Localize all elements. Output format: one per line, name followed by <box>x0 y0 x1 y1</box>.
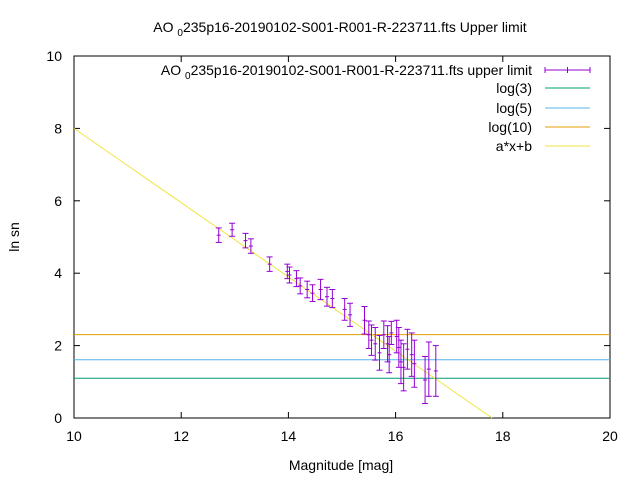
data-point <box>309 284 316 302</box>
data-point <box>432 345 439 397</box>
data-point <box>323 286 330 307</box>
data-point <box>388 320 395 346</box>
x-tick-label: 12 <box>173 428 189 444</box>
data-point <box>347 302 354 327</box>
data-point <box>286 266 293 284</box>
x-tick-label: 18 <box>495 428 511 444</box>
data-point <box>215 227 222 243</box>
x-axis-label: Magnitude [mag] <box>289 457 393 473</box>
chart-title: AO 0235p16-20190102-S001-R001-R-223711.f… <box>153 19 527 39</box>
data-point <box>400 343 407 392</box>
plot-area <box>73 127 610 419</box>
y-tick-label: 0 <box>54 410 62 426</box>
y-tick-label: 2 <box>54 338 62 354</box>
y-tick-label: 6 <box>54 193 62 209</box>
data-point <box>329 288 336 309</box>
legend-label: a*x+b <box>496 138 532 154</box>
legend-label: log(3) <box>496 80 532 96</box>
data-point <box>361 306 368 335</box>
data-point <box>380 320 387 349</box>
legend-label: AO 0235p16-20190102-S001-R001-R-223711.f… <box>161 62 532 82</box>
data-point <box>404 328 411 370</box>
y-tick-label: 10 <box>46 48 62 64</box>
data-point <box>397 339 404 385</box>
data-point <box>266 256 273 272</box>
legend: AO 0235p16-20190102-S001-R001-R-223711.f… <box>161 62 591 154</box>
legend-label: log(5) <box>496 100 532 116</box>
chart-title-subscript: 0 <box>177 28 183 39</box>
y-axis-label: ln sn <box>6 222 22 252</box>
data-point <box>411 339 418 388</box>
legend-label: log(10) <box>488 119 532 135</box>
plot-frame <box>73 55 611 419</box>
y-tick-label: 8 <box>54 120 62 136</box>
x-tick-label: 14 <box>281 428 297 444</box>
data-point <box>365 320 372 349</box>
data-point <box>376 334 383 371</box>
fit-line <box>73 127 493 419</box>
y-tick-label: 4 <box>54 265 62 281</box>
axes: 10 12 14 16 18 20 0 2 4 6 8 10 <box>46 48 618 444</box>
legend-swatch <box>544 67 591 73</box>
data-point <box>368 324 375 356</box>
data-point <box>297 277 304 295</box>
data-point <box>408 332 415 377</box>
data-point <box>293 270 300 288</box>
data-point <box>304 280 311 299</box>
data-point <box>372 327 379 361</box>
data-point <box>247 238 254 254</box>
x-tick-label: 10 <box>66 428 82 444</box>
x-tick-label: 20 <box>602 428 618 444</box>
x-tick-label: 16 <box>388 428 404 444</box>
data-point <box>341 298 348 321</box>
data-point <box>425 341 432 397</box>
data-point <box>422 355 429 405</box>
data-point <box>242 232 249 249</box>
data-point <box>317 278 324 301</box>
data-point <box>229 222 236 237</box>
